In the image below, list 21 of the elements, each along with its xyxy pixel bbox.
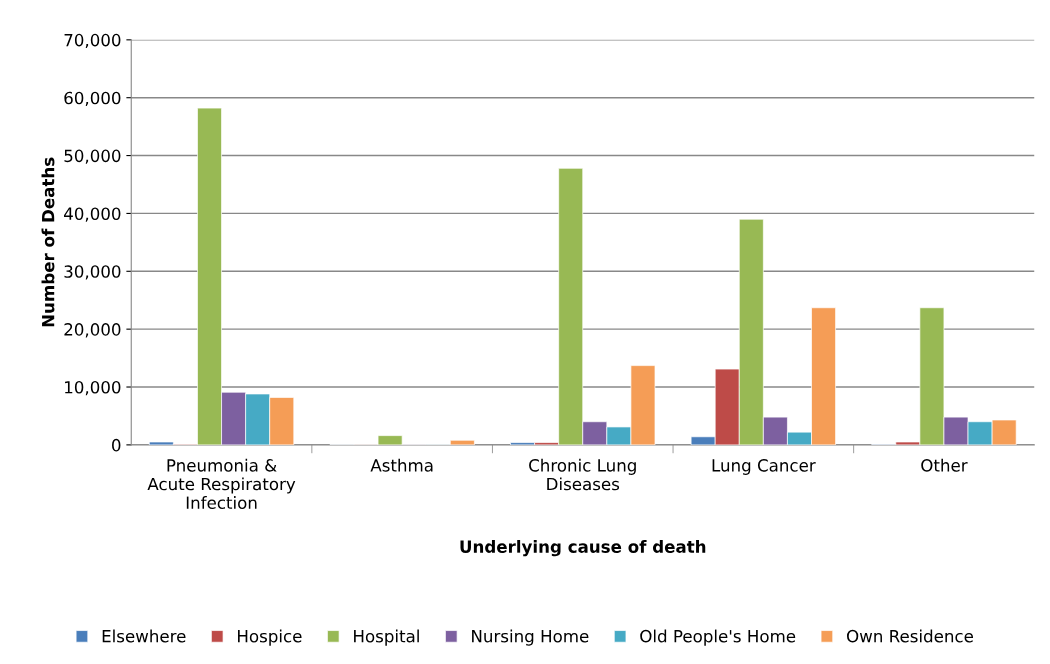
legend-label: Old People's Home: [640, 629, 796, 646]
legend-label: Elsewhere: [102, 629, 186, 643]
legend-label: Nursing Home: [472, 629, 589, 646]
x-tick-label: Lung Cancer: [712, 459, 816, 475]
y-tick-label: 70,000: [64, 33, 121, 49]
y-tick-label: 60,000: [64, 91, 121, 106]
y-tick-label: 0: [112, 438, 121, 452]
x-tick-label: Pneumonia & Acute Respiratory Infection: [147, 458, 296, 509]
y-tick-label: 50,000: [64, 149, 121, 164]
legend-label: Own Residence: [847, 629, 973, 643]
legend-label: Hospital: [354, 629, 419, 646]
x-tick-label: Other: [921, 458, 968, 472]
legend-label: Hospice: [238, 629, 302, 646]
y-tick-label: 10,000: [65, 380, 121, 396]
y-tick-label: 30,000: [64, 265, 121, 280]
y-tick-label: 20,000: [64, 323, 121, 338]
y-axis-title: Number of Deaths: [41, 157, 55, 327]
y-tick-label: 40,000: [64, 207, 121, 222]
x-tick-label: Chronic Lung Diseases: [529, 458, 636, 491]
x-tick-label: Asthma: [370, 458, 433, 472]
x-axis-title: Underlying cause of death: [460, 540, 706, 557]
